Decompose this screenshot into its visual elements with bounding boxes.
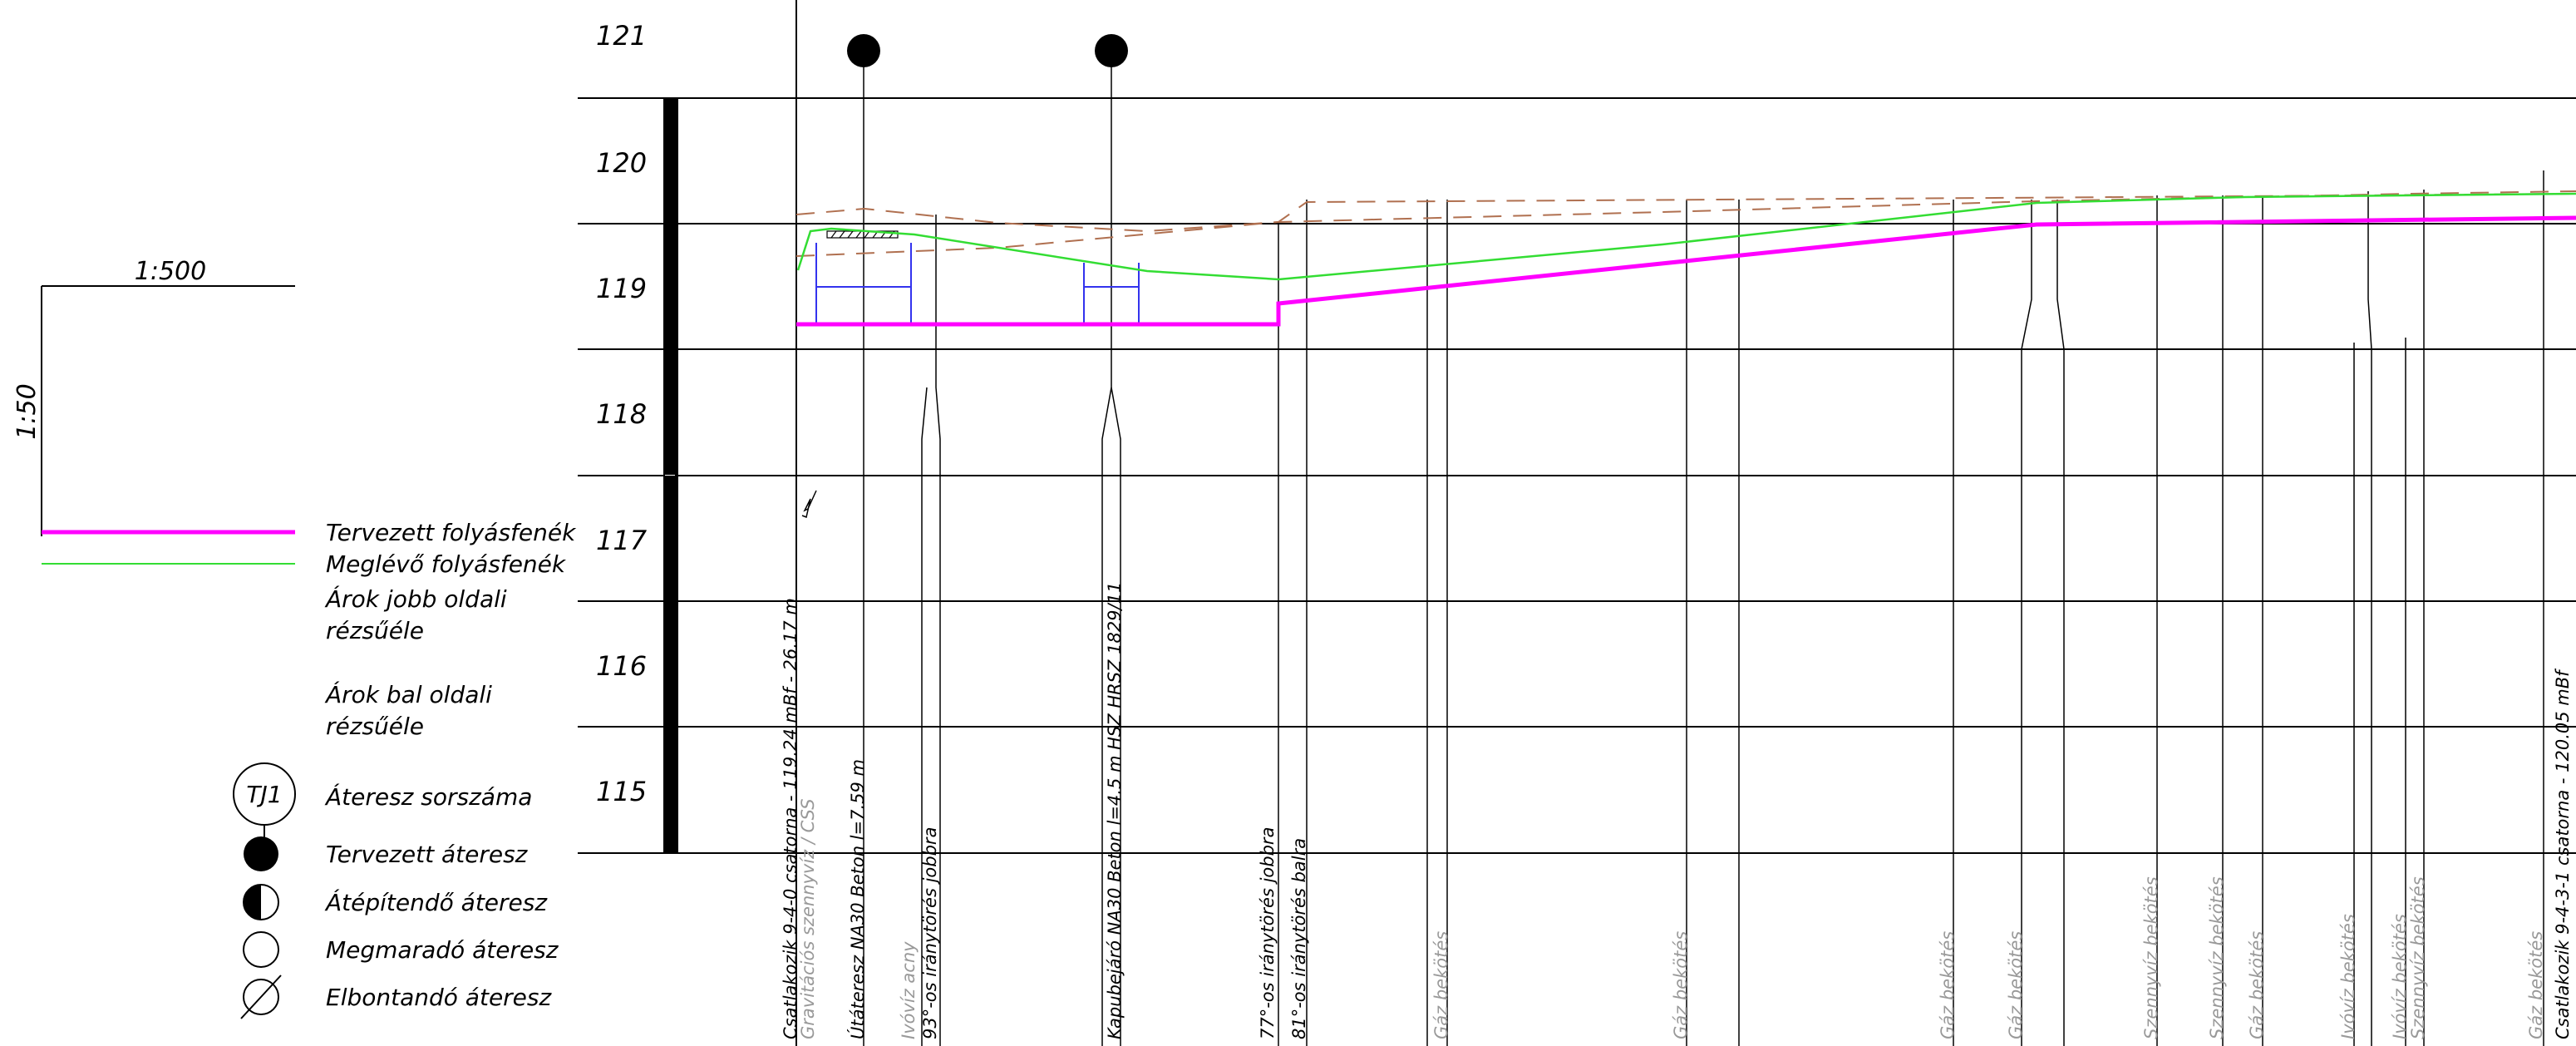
station-label: Ivóvíz acny [899, 941, 919, 1039]
station-label: Gáz bekötés [2247, 931, 2267, 1039]
legend-label-designed: Tervezett folyásfenék [326, 519, 577, 546]
station-label: Szennyvíz bekötés [2207, 876, 2227, 1039]
legend-label-remaining: Megmaradó áteresz [326, 936, 559, 964]
station-label: Kapubejáró NA30 Beton l=4.5 m HSZ HRSZ 1… [1105, 582, 1125, 1039]
elevation-label: 117 [596, 525, 648, 556]
remaining-culvert-icon [243, 931, 279, 968]
horizontal-scale-label: 1:500 [135, 257, 206, 286]
legend-label-rebuild: Átépítendő áteresz [324, 888, 548, 916]
station-label: Ivóvíz bekötés [2338, 914, 2358, 1039]
legend-label-right-edge: Árok jobb oldali rézsűéle [324, 585, 507, 644]
station-label: 81°-os iránytörés balra [1289, 838, 1309, 1039]
elevation-label: 116 [596, 650, 647, 682]
elevation-label: 118 [596, 398, 647, 430]
station-label: Gáz bekötés [2006, 931, 2026, 1039]
elevation-grid [578, 0, 2576, 1046]
svg-text:TJ1: TJ1 [246, 781, 282, 808]
station-label: Ivóvíz bekötés [2390, 914, 2410, 1039]
legend-label-culvert-no: Áteresz sorszáma [324, 782, 532, 811]
planned-culvert-marker [1095, 34, 1128, 67]
legend-label-existing: Meglévő folyásfenék [326, 550, 567, 578]
demolish-culvert-icon [240, 974, 282, 1019]
planned-culvert-icon [244, 836, 278, 871]
legend-label-demolish: Elbontandó áteresz [326, 984, 552, 1011]
station-label: Gáz bekötés [1671, 931, 1691, 1039]
vertical-scale-label: 1:50 [12, 383, 42, 439]
elevation-scale-bar [663, 97, 678, 854]
station-lines [801, 48, 2544, 1046]
station-label: 77°-os iránytörés jobbra [1258, 827, 1278, 1039]
station-labels: Csatlakozik 9-4-0 csatorna - 119.24 mBf … [781, 582, 2573, 1039]
station-label: Útáteresz NA30 Beton l=7.59 m [847, 759, 868, 1039]
station-label: Csatlakozik 9-4-3-1 csatorna - 120.05 mB… [2553, 668, 2573, 1039]
ditch-edges [795, 190, 2576, 257]
culvert-sections [815, 243, 1140, 324]
elevation-labels: 121 120 119 118 117 116 115 [596, 20, 648, 807]
station-label: Csatlakozik 9-4-0 csatorna - 119.24 mBf … [781, 598, 800, 1039]
elevation-label: 121 [596, 20, 647, 52]
station-label: Gáz bekötés [1938, 931, 1958, 1039]
station-label: Szennyvíz bekötés [2408, 876, 2428, 1039]
scale-indicator: 1:500 1:50 [12, 257, 295, 536]
designed-bottom-line [796, 215, 2576, 327]
rebuild-culvert-icon [243, 884, 279, 920]
elevation-label: 120 [596, 147, 647, 179]
station-label: Gáz bekötés [2526, 931, 2546, 1039]
station-label: Szennyvíz bekötés [2141, 876, 2161, 1039]
legend: Tervezett folyásfenék Meglévő folyásfené… [42, 519, 577, 1019]
culvert-number-icon: TJ1 [233, 762, 296, 838]
elevation-label: 115 [596, 776, 647, 807]
legend-label-planned: Tervezett áteresz [326, 841, 529, 868]
station-label: Gravitációs szennyvíz / CSS [798, 798, 818, 1039]
station-label: Gáz bekötés [1431, 931, 1451, 1039]
elevation-label: 119 [596, 273, 647, 304]
left-edge-line [795, 190, 2576, 257]
planned-culvert-marker [847, 34, 880, 67]
existing-bottom-line [796, 192, 2576, 281]
station-label: 93°-os iránytörés jobbra [920, 827, 940, 1039]
legend-label-left-edge: Árok bal oldali rézsűéle [324, 680, 492, 740]
